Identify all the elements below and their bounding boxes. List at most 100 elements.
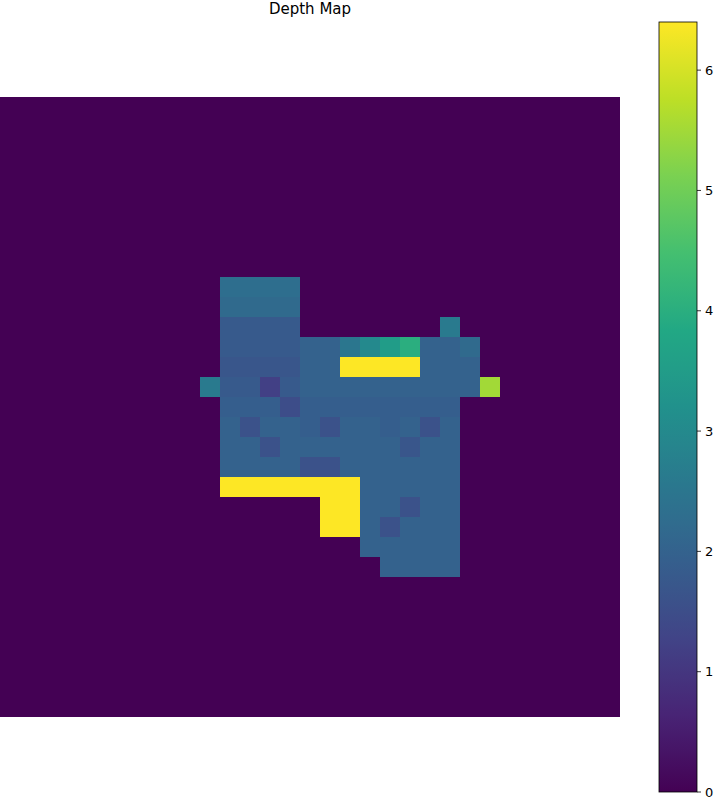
cell bbox=[400, 597, 421, 618]
cell bbox=[480, 357, 501, 378]
cell bbox=[400, 117, 421, 138]
cell bbox=[240, 317, 261, 338]
cell bbox=[100, 217, 121, 238]
cell bbox=[320, 577, 341, 598]
cell bbox=[80, 617, 101, 638]
cell bbox=[120, 637, 141, 658]
cell bbox=[260, 157, 281, 178]
cell bbox=[200, 237, 221, 258]
cell bbox=[540, 537, 561, 558]
cell bbox=[200, 677, 221, 698]
cell bbox=[0, 477, 21, 498]
cell bbox=[200, 157, 221, 178]
cell bbox=[520, 637, 541, 658]
cell bbox=[40, 117, 61, 138]
cell bbox=[600, 637, 620, 658]
cell bbox=[300, 477, 321, 498]
cell bbox=[200, 637, 221, 658]
cell bbox=[240, 137, 261, 158]
cell bbox=[300, 677, 321, 698]
cell bbox=[0, 637, 21, 658]
cell bbox=[80, 317, 101, 338]
cell bbox=[80, 97, 101, 118]
cell bbox=[560, 417, 581, 438]
cell bbox=[480, 477, 501, 498]
cell bbox=[200, 217, 221, 238]
cell bbox=[360, 677, 381, 698]
cell bbox=[20, 677, 41, 698]
cell bbox=[0, 97, 21, 118]
cell bbox=[120, 537, 141, 558]
cell bbox=[220, 437, 241, 458]
cell bbox=[140, 457, 161, 478]
cell bbox=[400, 197, 421, 218]
cell bbox=[140, 377, 161, 398]
cell bbox=[400, 237, 421, 258]
cell bbox=[460, 637, 481, 658]
cell bbox=[120, 177, 141, 198]
cell bbox=[480, 457, 501, 478]
cell bbox=[20, 177, 41, 198]
cell bbox=[80, 177, 101, 198]
cell bbox=[280, 197, 301, 218]
cell bbox=[100, 197, 121, 218]
cell bbox=[300, 97, 321, 118]
cell bbox=[260, 377, 281, 398]
cell bbox=[380, 137, 401, 158]
cell bbox=[0, 377, 21, 398]
cell bbox=[180, 197, 201, 218]
cell bbox=[160, 297, 181, 318]
cell bbox=[180, 697, 201, 717]
cell bbox=[600, 497, 620, 518]
cell bbox=[140, 257, 161, 278]
cell bbox=[460, 97, 481, 118]
cell bbox=[560, 617, 581, 638]
cell bbox=[340, 677, 361, 698]
cell bbox=[0, 597, 21, 618]
cell bbox=[440, 637, 461, 658]
cell bbox=[420, 577, 441, 598]
cell bbox=[440, 337, 461, 358]
cell bbox=[120, 697, 141, 717]
cell bbox=[520, 337, 541, 358]
cell bbox=[120, 437, 141, 458]
cell bbox=[360, 557, 381, 578]
cell bbox=[60, 97, 81, 118]
cell bbox=[80, 557, 101, 578]
cell bbox=[300, 217, 321, 238]
cell bbox=[520, 277, 541, 298]
cell bbox=[440, 477, 461, 498]
cell bbox=[40, 277, 61, 298]
cell bbox=[360, 477, 381, 498]
cell bbox=[280, 557, 301, 578]
cell bbox=[320, 677, 341, 698]
cell bbox=[460, 437, 481, 458]
cell bbox=[220, 157, 241, 178]
cell bbox=[60, 517, 81, 538]
cell bbox=[400, 257, 421, 278]
cell bbox=[180, 617, 201, 638]
cell bbox=[500, 657, 521, 678]
cell bbox=[520, 557, 541, 578]
cell bbox=[480, 657, 501, 678]
cell bbox=[460, 497, 481, 518]
cell bbox=[340, 437, 361, 458]
cell bbox=[60, 257, 81, 278]
cell bbox=[180, 657, 201, 678]
cell bbox=[500, 677, 521, 698]
cell bbox=[240, 177, 261, 198]
cell bbox=[140, 417, 161, 438]
cell bbox=[80, 197, 101, 218]
cell bbox=[600, 417, 620, 438]
cell bbox=[360, 437, 381, 458]
cell bbox=[200, 457, 221, 478]
cell bbox=[60, 217, 81, 238]
cell bbox=[260, 437, 281, 458]
cell bbox=[560, 177, 581, 198]
cell bbox=[400, 177, 421, 198]
cell bbox=[360, 337, 381, 358]
cell bbox=[260, 497, 281, 518]
cell bbox=[260, 137, 281, 158]
cell bbox=[480, 257, 501, 278]
cell bbox=[80, 437, 101, 458]
